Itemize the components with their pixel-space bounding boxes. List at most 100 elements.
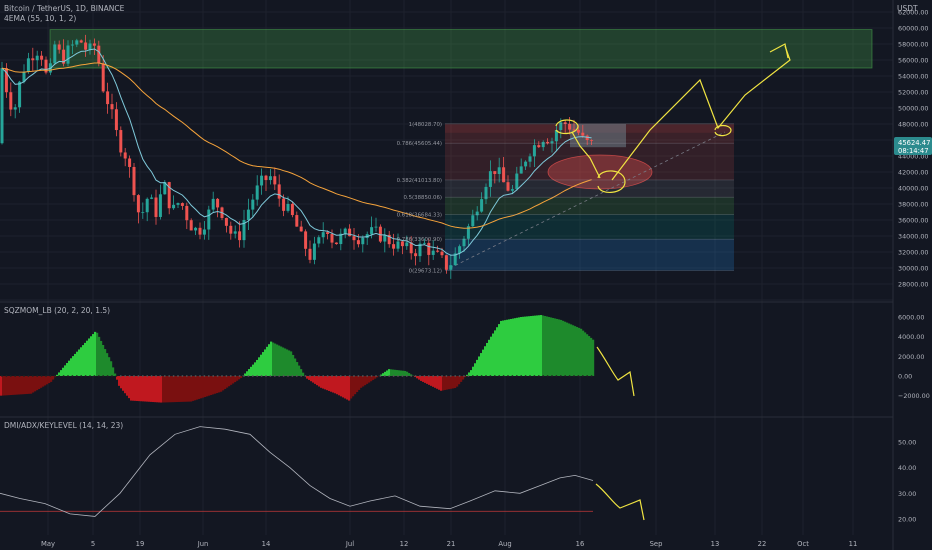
candle-body (444, 255, 448, 270)
momentum-bar (166, 376, 169, 403)
momentum-bar (400, 370, 403, 376)
momentum-bar (442, 376, 445, 391)
candle-body (308, 248, 312, 260)
candle-body (101, 63, 105, 92)
fibonacci-retracement: 1(48028.70) 0.786(45605.44) 0.382(41013.80… (397, 122, 734, 275)
momentum-bar (314, 376, 317, 384)
candle-body (88, 43, 92, 50)
candle-body (110, 104, 114, 110)
squeeze-dot (436, 375, 439, 377)
squeeze-dot (559, 375, 562, 377)
candle-body (427, 242, 431, 255)
price-tick-label: 38000.00 (898, 201, 929, 209)
momentum-bar (498, 324, 501, 376)
squeeze-dot (568, 375, 571, 377)
momentum-bar (28, 376, 31, 394)
momentum-bar (212, 376, 215, 395)
momentum-bar (164, 376, 167, 403)
symbol-title: Bitcoin / TetherUS, 1D, BINANCE (4, 4, 125, 13)
recent-range-box (570, 124, 626, 148)
momentum-bar (550, 317, 553, 376)
squeeze-dot (278, 375, 281, 377)
candle-body (238, 231, 242, 241)
momentum-bar (474, 363, 477, 376)
momentum-bar (34, 376, 37, 392)
momentum-bar (94, 331, 97, 376)
momentum-bar (70, 358, 73, 376)
momentum-bar (468, 372, 471, 376)
fib-level-label: 0(29673.12) (409, 269, 442, 275)
candle-body (484, 186, 488, 200)
momentum-bar (140, 376, 143, 402)
momentum-bar (246, 371, 249, 376)
squeeze-dot (256, 375, 259, 377)
momentum-bar (532, 315, 535, 376)
momentum-bar (588, 336, 591, 376)
momentum-bar (438, 376, 441, 390)
squeeze-dot (62, 375, 65, 377)
candle-body (286, 203, 290, 211)
squeeze-dot (480, 375, 483, 377)
momentum-bar (512, 318, 515, 376)
momentum-bar (180, 376, 183, 402)
momentum-bar (142, 376, 145, 402)
momentum-bar (486, 342, 489, 376)
time-axis[interactable]: May 5 19 Jun 14 Jul 12 21 Aug 16 Sep 13 22 Oct 11 (41, 540, 857, 548)
time-tick-label: 13 (711, 540, 720, 548)
price-tick-label: 42000.00 (898, 169, 929, 177)
momentum-bar (316, 376, 319, 386)
squeeze-dot (511, 375, 514, 377)
momentum-bar (350, 376, 353, 399)
momentum-bar (68, 360, 71, 376)
candle-body (568, 123, 572, 130)
squeeze-dot (309, 375, 311, 377)
squeeze-dot (84, 375, 87, 377)
squeeze-dot (348, 375, 351, 377)
candle-body (158, 194, 162, 217)
momentum-bar (358, 376, 361, 390)
momentum-bar (346, 376, 349, 400)
candle-body (515, 173, 519, 190)
momentum-bar (528, 316, 531, 376)
momentum-bar (0, 376, 3, 396)
momentum-bar (58, 372, 61, 376)
momentum-bar (10, 376, 13, 396)
momentum-tick-label: −2000.00 (898, 392, 930, 400)
candle-body (172, 204, 176, 209)
momentum-bar (274, 343, 277, 376)
momentum-bar (332, 376, 335, 393)
candle-body (405, 242, 409, 247)
momentum-bar (60, 370, 63, 376)
candle-body (35, 55, 39, 61)
squeeze-dot (357, 375, 360, 377)
momentum-bar (264, 349, 267, 376)
squeeze-dot (133, 375, 135, 377)
momentum-bar (334, 376, 337, 394)
price-tick-label: 48000.00 (898, 121, 929, 129)
squeeze-dot (14, 375, 17, 377)
squeeze-dot (295, 375, 298, 377)
momentum-bar (416, 376, 419, 379)
momentum-bar (176, 376, 179, 403)
momentum-bar (26, 376, 29, 394)
momentum-bar (36, 376, 39, 391)
fib-band (445, 123, 734, 144)
momentum-bar (194, 376, 197, 401)
squeeze-dot (49, 375, 52, 377)
price-tick-label: 62000.00 (898, 9, 929, 17)
candle-body (4, 68, 8, 93)
momentum-bar (548, 317, 551, 376)
time-tick-label: Oct (797, 540, 809, 548)
squeeze-dot (177, 375, 179, 377)
momentum-bar (266, 346, 269, 376)
momentum-bar (294, 358, 297, 376)
momentum-bar (566, 322, 569, 376)
candle-body (387, 234, 391, 245)
squeeze-dot (366, 375, 369, 377)
momentum-bar (446, 376, 449, 390)
squeeze-dot (137, 375, 140, 377)
momentum-bar (480, 353, 483, 376)
candle-body (97, 45, 101, 64)
squeeze-dot (1, 375, 3, 377)
